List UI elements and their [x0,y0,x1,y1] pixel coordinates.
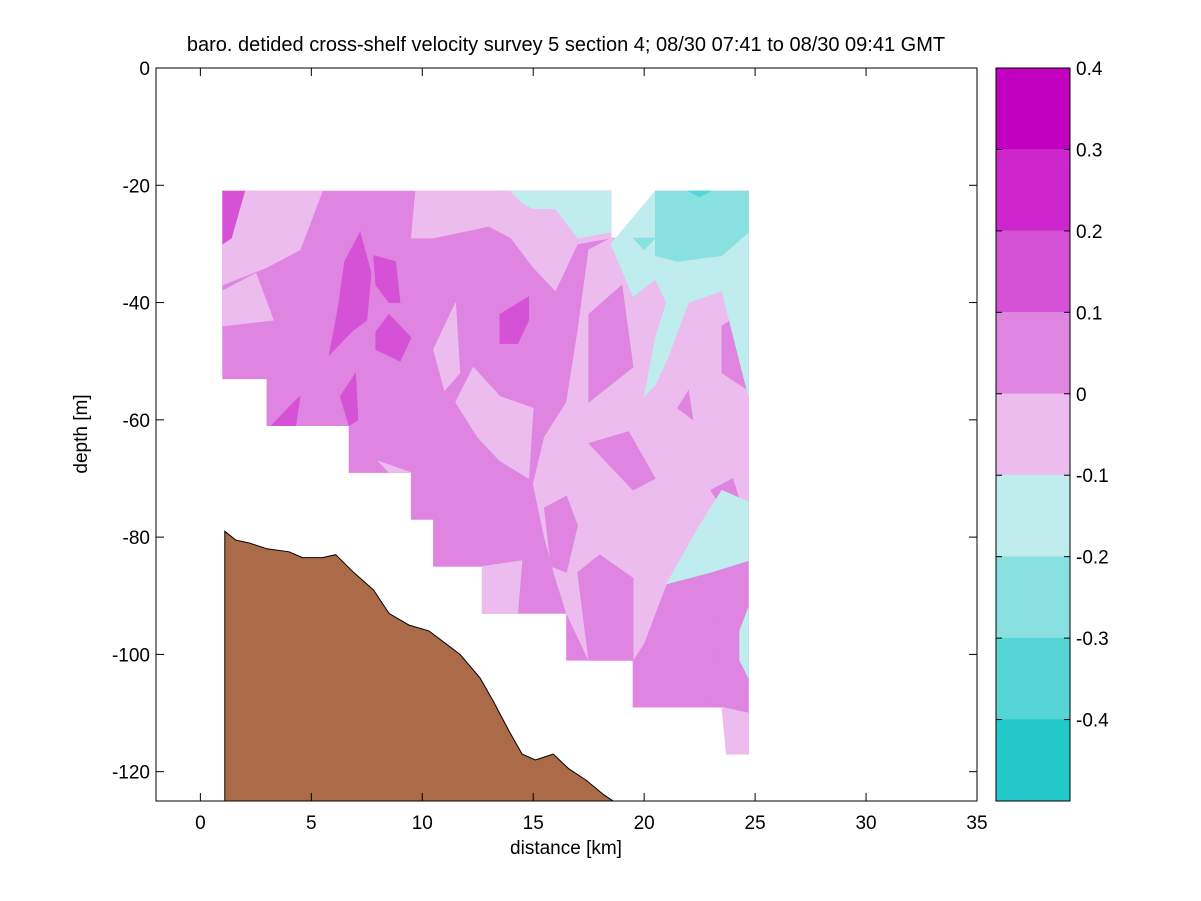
contour-region [676,389,694,421]
colorbar-tick-label: 0 [1076,385,1087,406]
contour-region [632,595,723,708]
colorbar-level [995,149,1071,232]
colorbar-level [995,312,1071,395]
contour-region [588,284,634,403]
colorbar-ticks: 0.4 0.3 0.2 0.1 0 -0.1 -0.2 -0.3 -0.4 [996,59,1109,732]
colorbar-level [995,67,1071,150]
contour-region [721,706,749,755]
contour-region [270,395,301,427]
contour-region [377,460,412,473]
contour-region [481,560,523,614]
contour-region [375,313,412,362]
y-tick-label: -120 [112,763,150,784]
contour-region [433,302,461,392]
x-tick-label: 20 [634,813,655,834]
colorbar-tick-label: 0.1 [1076,303,1102,324]
colorbar-level [995,637,1071,720]
colorbar-level [995,393,1071,476]
colorbar-level [995,556,1071,639]
y-tick-label: 0 [139,59,150,80]
contour-regions [222,190,749,755]
contour-region [632,237,656,251]
y-tick-label: -20 [123,176,150,197]
contour-region [222,190,246,245]
contour-region [455,366,534,480]
x-axis: 0 5 10 15 20 25 30 35 [195,68,988,834]
x-tick-label: 35 [966,813,987,834]
colorbar-tick-label: 0.2 [1076,222,1102,243]
y-tick-label: -40 [123,294,150,315]
colorbar-level [995,474,1071,557]
x-tick-label: 0 [195,813,206,834]
colorbar-levels [995,67,1071,802]
chart-title: baro. detided cross-shelf velocity surve… [187,34,945,56]
colorbar: 0.4 0.3 0.2 0.1 0 -0.1 -0.2 -0.3 -0.4 [995,59,1109,802]
contour-region [688,190,711,198]
bathymetry-area [224,530,615,802]
contour-region [499,296,530,344]
contour-region [588,431,656,491]
contour-region [665,489,749,585]
x-tick-label: 10 [412,813,433,834]
x-tick-label: 5 [306,813,317,834]
colorbar-level [995,230,1071,313]
y-tick-label: -80 [123,528,150,549]
colorbar-tick-label: -0.1 [1076,466,1109,487]
contour-region [654,190,749,262]
plot-area: 0 5 10 15 20 25 30 35 0 -20 -40 -60 -80 -100 -120 [112,59,988,834]
plot-frame [155,67,978,802]
colorbar-tick-label: -0.2 [1076,548,1109,569]
contour-region [339,371,359,427]
colorbar-frame [995,67,1071,802]
x-tick-label: 15 [523,813,544,834]
contour-region [373,255,401,303]
contour-region [222,272,275,327]
contour-region [543,495,578,573]
contour-region [328,231,372,357]
y-axis-label: depth [m] [71,394,92,473]
contour-region [739,607,749,679]
x-tick-label: 25 [745,813,766,834]
x-axis-label: distance [km] [510,838,622,859]
colorbar-tick-label: -0.4 [1076,711,1109,732]
x-tick-label: 30 [855,813,876,834]
colorbar-level [995,719,1071,802]
contour-region [577,554,634,661]
y-axis: 0 -20 -40 -60 -80 -100 -120 [112,59,977,784]
contour-region [510,190,612,239]
y-tick-label: -100 [112,645,150,666]
colorbar-tick-label: 0.3 [1076,140,1102,161]
colorbar-tick-label: 0.4 [1076,59,1103,80]
y-tick-label: -60 [123,411,150,432]
colorbar-tick-label: -0.3 [1076,629,1109,650]
